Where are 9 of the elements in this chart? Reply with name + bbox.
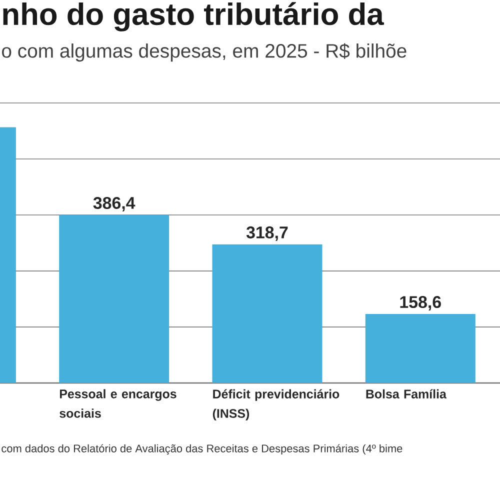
x-tick-label: Pessoal e encargos sociais (60, 389, 176, 418)
data-label: 158,6 (400, 296, 441, 311)
text: com dados do Relatório de Avaliação das Receitas e Despesas Primárias (4º bime (2, 444, 402, 455)
x-tick-label: Bolsa Família (366, 389, 446, 398)
data-label: 318,7 (246, 226, 288, 241)
x-tick-label: Déficit previdenciário (INSS) (212, 389, 340, 420)
chart-title: nho do gasto tributário da (3, 2, 384, 32)
chart-subtitle: o com algumas despesas, em 2025 - R$ bilhõe (2, 43, 406, 62)
data-label: 386,4 (93, 196, 136, 212)
